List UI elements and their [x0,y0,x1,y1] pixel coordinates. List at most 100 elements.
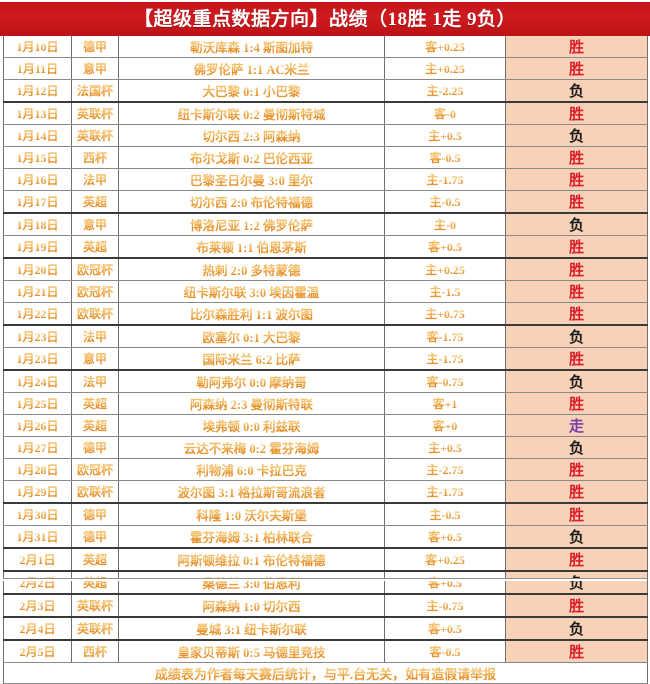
cell-handicap-text: 客+0 [432,419,458,433]
cell-match-text: 纽卡斯尔联 0:2 曼彻斯特城 [178,104,326,123]
results-table-wrapper: 1月10日 德甲 勒沃库森 1:4 斯图加特 客+0.25 胜 1月11日 意甲 佛罗伦萨 1… [3,36,648,684]
cell-handicap-text: 主-2.75 [426,463,464,477]
table-row[interactable]: 1月20日 欧冠杯 热刺 2:0 多特蒙德 主+0.25 胜 [3,258,648,281]
cell-date: 1月28日 [3,458,72,481]
cell-match-text: 霍芬海姆 3:1 柏林联合 [190,527,313,546]
cell-match: 国际米兰 6:2 比萨 [118,347,385,371]
cell-result: 负 [505,370,648,393]
cell-match: 布尔戈斯 0:2 巴伦西亚 [118,146,385,169]
cell-league-text: 英联杯 [76,622,113,636]
table-row[interactable]: 1月29日 欧联杯 波尔图 3:1 格拉斯哥流浪者 主-1.75 胜 [3,480,648,504]
cell-match: 大巴黎 0:1 小巴黎 [118,79,385,103]
cell-handicap: 主-0 [384,213,506,236]
cell-match: 比尔森胜利 1:1 波尔图 [118,302,385,326]
cell-handicap-text: 客+1 [432,397,458,411]
cell-result-text: 负 [568,375,584,391]
table-row[interactable]: 1月15日 西杯 布尔戈斯 0:2 巴伦西亚 客-0.5 胜 [3,146,648,169]
table-row[interactable]: 1月25日 英超 阿森纳 2:3 曼彻斯特联 客+1 胜 [3,392,648,415]
cell-handicap-text: 客-0 [434,107,456,121]
table-row[interactable]: 1月17日 英超 切尔西 2:0 布伦特福德 主-0.5 胜 [3,190,648,214]
cell-match-text: 布尔戈斯 0:2 巴伦西亚 [190,148,313,167]
cell-handicap: 主+0.5 [384,436,506,459]
cell-handicap-text: 主+0.25 [425,263,465,277]
cell-league-text: 德甲 [82,441,107,455]
table-row[interactable]: 2月3日 英联杯 阿森纳 1:0 切尔西 主-0.75 胜 [3,594,648,618]
cell-date: 2月4日 [3,617,72,641]
cell-league: 欧联杯 [71,302,119,326]
cell-league: 德甲 [71,36,119,58]
table-row[interactable]: 1月28日 欧冠杯 利物浦 6:0 卡拉巴克 主-2.75 胜 [3,458,648,481]
cell-match-text: 曼城 3:1 纽卡斯尔联 [196,619,306,638]
table-row[interactable]: 1月11日 意甲 佛罗伦萨 1:1 AC米兰 主+0.25 胜 [3,57,648,80]
cell-result-text: 走 [568,419,584,435]
cell-result-text: 胜 [568,107,584,123]
table-row[interactable]: 1月27日 德甲 云达不来梅 0:2 霍芬海姆 主+0.5 负 [3,436,648,459]
cell-league-text: 欧联杯 [76,485,113,499]
cell-match-text: 云达不来梅 0:2 霍芬海姆 [184,438,319,457]
cell-result-text: 胜 [568,173,584,189]
cell-match-text: 勒阿弗尔 0:0 摩纳哥 [196,372,306,391]
table-row[interactable]: 1月31日 德甲 霍芬海姆 3:1 柏林联合 客+0.5 负 [3,525,648,549]
table-row[interactable]: 1月24日 法甲 勒阿弗尔 0:0 摩纳哥 客-0.75 负 [3,370,648,393]
cell-handicap-text: 客-0.5 [429,151,461,165]
cell-date: 1月12日 [3,79,72,103]
cell-league-text: 欧冠杯 [76,463,113,477]
table-row[interactable]: 2月4日 英联杯 曼城 3:1 纽卡斯尔联 客+0.5 负 [3,617,648,641]
cell-match: 布莱顿 1:1 伯恩茅斯 [118,235,385,259]
cell-result: 胜 [505,102,648,125]
cell-result: 负 [505,325,648,348]
cell-league-text: 英联杯 [76,599,113,613]
table-row[interactable]: 1月16日 法甲 巴黎圣日尔曼 3:0 里尔 主-1.75 胜 [3,168,648,191]
cell-match-text: 阿森纳 2:3 曼彻斯特联 [190,394,313,413]
cell-match: 埃弗顿 0:0 利兹联 [118,414,385,437]
cell-handicap: 主-1.75 [384,480,506,504]
table-row[interactable]: 2月5日 西杯 皇家贝蒂斯 0:5 马德里竞技 客-0.5 胜 [3,640,648,663]
cell-handicap: 客-0.5 [384,146,506,169]
cell-result-text: 负 [568,84,584,100]
cell-match: 阿森纳 2:3 曼彻斯特联 [118,392,385,415]
cell-date: 1月25日 [3,392,72,415]
table-row[interactable]: 1月13日 英联杯 纽卡斯尔联 0:2 曼彻斯特城 客-0 胜 [3,102,648,125]
table-row[interactable]: 1月23日 意甲 国际米兰 6:2 比萨 主-1.75 胜 [3,347,648,371]
cell-match: 阿森纳 1:0 切尔西 [118,594,385,618]
table-row[interactable]: 1月26日 英超 埃弗顿 0:0 利兹联 客+0 走 [3,414,648,437]
cell-result-text: 胜 [568,195,584,211]
cell-date-text: 1月20日 [16,263,59,277]
table-row[interactable]: 1月19日 英超 布莱顿 1:1 伯恩茅斯 客+0.5 胜 [3,235,648,259]
cell-result-text: 胜 [568,151,584,167]
table-row[interactable]: 1月18日 意甲 博洛尼亚 1:2 佛罗伦萨 主-0 负 [3,213,648,236]
table-row[interactable]: 1月22日 欧联杯 比尔森胜利 1:1 波尔图 主+0.75 胜 [3,302,648,326]
cell-result-text: 负 [568,129,584,145]
table-row[interactable]: 1月23日 法甲 欧塞尔 0:1 大巴黎 客-1.75 负 [3,325,648,348]
cell-handicap-text: 客-0.5 [429,645,461,659]
table-row[interactable]: 2月1日 英超 阿斯顿维拉 0:1 布伦特福德 客+0.25 胜 [3,548,648,572]
cell-handicap: 主+0.25 [384,258,506,281]
table-row[interactable]: 2月2日 英超 桑德兰 3:0 伯恩利 客+0.5 负 [3,571,648,595]
cell-date-text: 2月1日 [19,553,56,567]
cell-handicap: 客-0 [384,102,506,125]
cell-match: 波尔图 3:1 格拉斯哥流浪者 [118,480,385,504]
cell-match: 阿斯顿维拉 0:1 布伦特福德 [118,548,385,572]
cell-handicap-text: 主-0.5 [429,508,461,522]
cell-handicap: 主+0.75 [384,302,506,326]
cell-league-text: 英超 [82,576,107,590]
cell-match: 桑德兰 3:0 伯恩利 [118,571,385,595]
cell-match: 霍芬海姆 3:1 柏林联合 [118,525,385,549]
cell-date: 2月2日 [3,571,72,595]
table-row[interactable]: 1月14日 英联杯 切尔西 2:3 阿森纳 主+0.5 负 [3,124,648,147]
table-row[interactable]: 1月10日 德甲 勒沃库森 1:4 斯图加特 客+0.25 胜 [3,36,648,58]
cell-date-text: 1月17日 [16,195,59,209]
cell-date-text: 2月3日 [19,599,56,613]
cell-date: 1月13日 [3,102,72,125]
table-row[interactable]: 1月12日 法国杯 大巴黎 0:1 小巴黎 主-2.25 负 [3,79,648,103]
cell-match: 巴黎圣日尔曼 3:0 里尔 [118,168,385,191]
table-row[interactable]: 1月30日 德甲 科隆 1:0 沃尔夫斯堡 主-0.5 胜 [3,503,648,526]
cell-result-text: 胜 [568,463,584,479]
cell-result: 胜 [505,235,648,259]
cell-handicap: 主-0.5 [384,190,506,214]
table-row[interactable]: 1月21日 欧冠杯 纽卡斯尔联 3:0 埃因霍温 主-1.5 胜 [3,280,648,303]
cell-handicap: 主-1.75 [384,347,506,371]
cell-handicap: 客+0.25 [384,36,506,58]
cell-date-text: 1月28日 [16,463,59,477]
cell-handicap: 客+0.5 [384,235,506,259]
